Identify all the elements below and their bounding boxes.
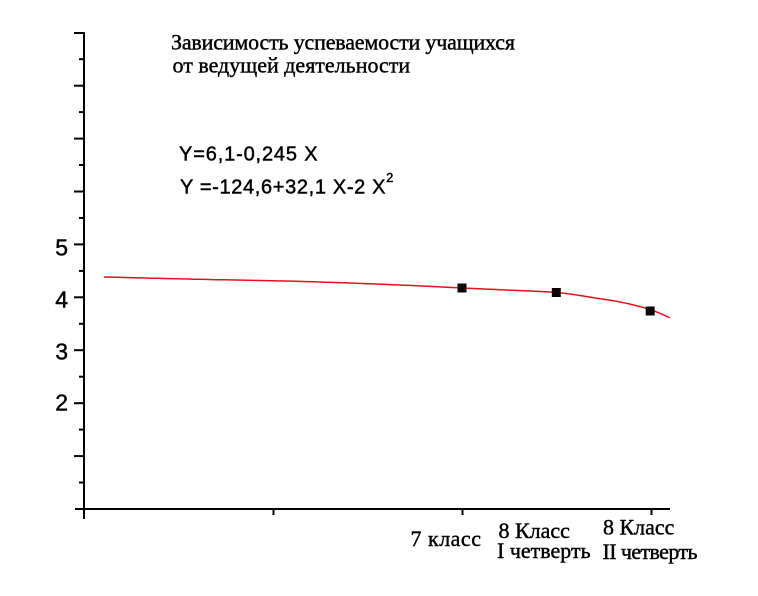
svg-text:8 Класс: 8 Класс	[499, 518, 571, 543]
svg-text:8 Класс: 8 Класс	[603, 515, 675, 540]
svg-text:7 класс: 7 класс	[411, 526, 482, 551]
svg-text:4: 4	[55, 287, 68, 313]
svg-text:5: 5	[55, 235, 68, 261]
svg-text:3: 3	[55, 339, 68, 365]
svg-text:I четверть: I четверть	[497, 538, 591, 563]
svg-text:Y=6,1-0,245 X: Y=6,1-0,245 X	[179, 144, 318, 166]
svg-text:Зависимость успеваемости учащи: Зависимость успеваемости учащихся	[171, 29, 515, 54]
svg-text:2: 2	[55, 390, 68, 416]
svg-text:II четверть: II четверть	[603, 539, 698, 564]
svg-text:от ведущей деятельности: от ведущей деятельности	[173, 52, 411, 77]
